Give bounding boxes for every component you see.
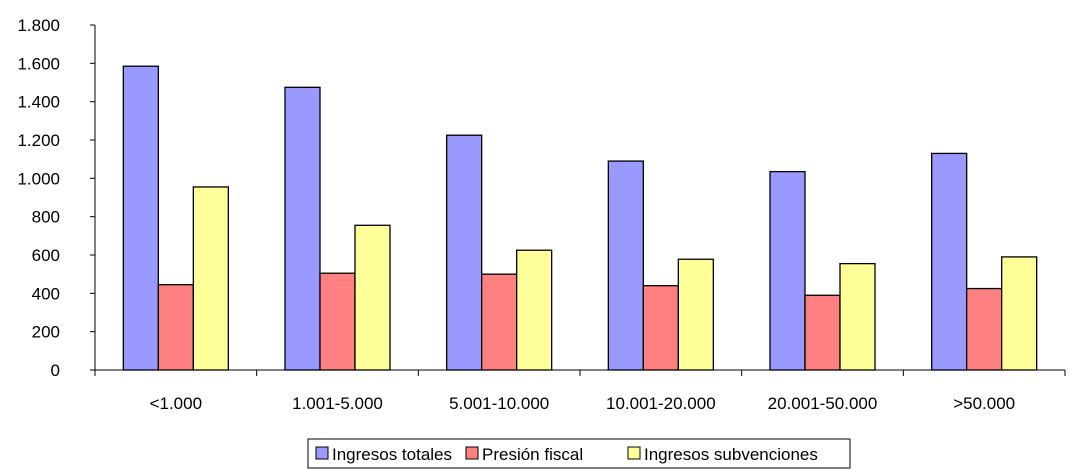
y-tick-label: 1.000: [17, 169, 60, 188]
y-tick-label: 0: [51, 361, 60, 380]
y-tick-label: 400: [32, 284, 60, 303]
legend-label: Ingresos totales: [332, 445, 452, 464]
y-tick-label: 200: [32, 323, 60, 342]
x-tick-label: <1.000: [150, 394, 202, 413]
legend-label: Presión fiscal: [482, 445, 583, 464]
y-tick-label: 800: [32, 208, 60, 227]
x-tick-label: 20.001-50.000: [768, 394, 878, 413]
bar-ingresos-subvenciones: [192, 186, 229, 371]
bar-ingresos-totales: [769, 170, 806, 371]
y-tick-label: 1.800: [17, 16, 60, 35]
legend: Ingresos totales Presión fiscal Ingresos s…: [307, 438, 851, 469]
legend-swatch: [465, 446, 479, 460]
x-tick-label: >50.000: [953, 394, 1015, 413]
legend-swatch: [627, 446, 641, 460]
bar-ingresos-totales: [284, 86, 321, 371]
y-tick-label: 1.600: [17, 54, 60, 73]
bar-ingresos-subvenciones: [1001, 256, 1038, 371]
y-tick-label: 600: [32, 246, 60, 265]
bar-presión-fiscal: [319, 272, 356, 371]
bar-presión-fiscal: [804, 294, 841, 371]
y-tick-label: 1.200: [17, 131, 60, 150]
bar-ingresos-totales: [122, 65, 159, 371]
bar-ingresos-subvenciones: [839, 262, 876, 371]
y-axis: 0 200 400 600 800 1.000 1.200 1.400 1.600 1.800: [17, 16, 96, 380]
x-axis: <1.000 1.001-5.000 5.001-10.000 10.001-20.0…: [94, 369, 1066, 413]
bar-ingresos-subvenciones: [677, 258, 714, 371]
legend-box: [307, 438, 851, 469]
bar-presión-fiscal: [642, 285, 679, 371]
x-tick-label: 10.001-20.000: [606, 394, 716, 413]
bar-presión-fiscal: [481, 273, 518, 371]
x-tick-label: 1.001-5.000: [292, 394, 383, 413]
bar-ingresos-totales: [446, 134, 483, 371]
bar-presión-fiscal: [966, 287, 1003, 371]
legend-label: Ingresos subvenciones: [644, 445, 818, 464]
bar-presión-fiscal: [157, 284, 194, 371]
bar-ingresos-subvenciones: [354, 224, 391, 371]
bar-ingresos-subvenciones: [516, 249, 553, 371]
x-tick-label: 5.001-10.000: [449, 394, 549, 413]
legend-swatch: [315, 446, 329, 460]
y-tick-label: 1.400: [17, 93, 60, 112]
bars: [122, 65, 1038, 371]
bar-ingresos-totales: [931, 152, 968, 371]
bar-ingresos-totales: [607, 160, 644, 371]
